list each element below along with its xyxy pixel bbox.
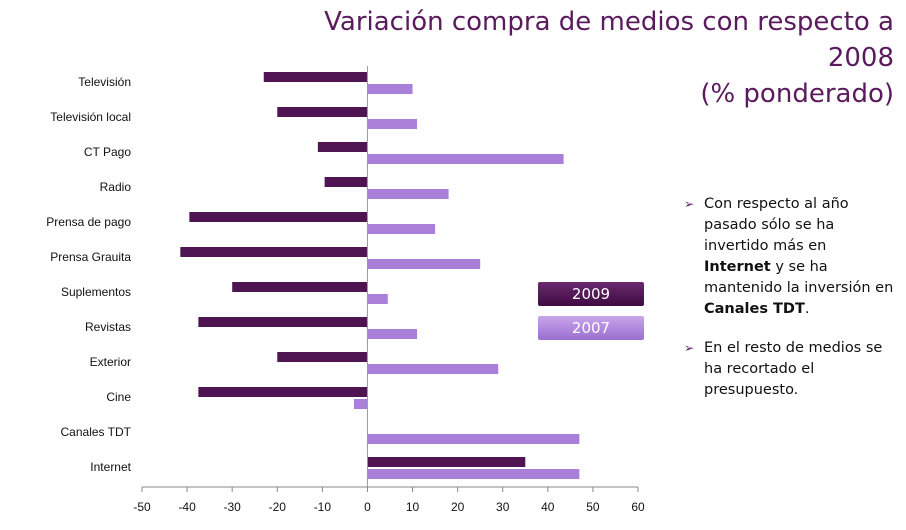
bar-2007-6 <box>367 294 388 304</box>
bar-2007-10 <box>367 434 580 444</box>
x-tick-label: -40 <box>178 500 196 514</box>
category-label: Prensa Grauita <box>50 250 131 264</box>
category-label: Televisión <box>78 75 131 89</box>
x-tick-label: 10 <box>406 500 420 514</box>
bullet-bold-tdt: Canales TDT <box>704 301 805 317</box>
legend-2009: 2009 <box>538 282 644 306</box>
x-tick-label: 20 <box>451 500 465 514</box>
bullet-bold-internet: Internet <box>704 259 771 275</box>
bullet-text: y se ha mantenido la inversión en <box>704 259 894 296</box>
bar-2009-1 <box>277 107 368 117</box>
bar-2009-0 <box>263 72 368 82</box>
bullet-text: . <box>804 301 810 317</box>
slide-title: Variación compra de medios con respecto … <box>254 4 894 112</box>
arrow-bullet-icon: ➢ <box>684 341 695 355</box>
bar-2009-8 <box>277 352 368 362</box>
x-tick-label: 50 <box>586 500 600 514</box>
bullet-text: Con respecto al año pasado sólo se ha in… <box>704 196 849 254</box>
bar-2009-3 <box>324 177 368 187</box>
bar-2009-2 <box>317 142 368 152</box>
category-label: Revistas <box>85 320 131 334</box>
x-tick-label: -30 <box>224 500 242 514</box>
x-tick-label: -10 <box>314 500 332 514</box>
title-line-2: (% ponderado) <box>700 79 894 109</box>
legend-2007: 2007 <box>538 316 644 340</box>
bar-2007-3 <box>367 189 449 199</box>
category-label: Prensa de pago <box>46 215 131 229</box>
x-tick-label: 30 <box>496 500 510 514</box>
category-label: Cine <box>106 390 131 404</box>
bullet-list: ➢ Con respecto al año pasado sólo se ha … <box>684 194 896 419</box>
category-label: Exterior <box>90 355 131 369</box>
bar-2009-5 <box>180 247 368 257</box>
x-tick-label: -50 <box>133 500 151 514</box>
bar-2007-11 <box>367 469 580 479</box>
bar-2007-2 <box>367 154 564 164</box>
bullet-text: En el resto de medios se ha recortado el… <box>704 340 883 398</box>
x-tick-label: -20 <box>269 500 287 514</box>
bar-2009-11 <box>367 457 526 467</box>
bar-2007-0 <box>367 84 413 94</box>
x-tick-label: 40 <box>541 500 555 514</box>
bar-2007-4 <box>367 224 436 234</box>
bar-2007-7 <box>367 329 418 339</box>
x-tick-label: 0 <box>364 500 371 514</box>
category-label: Radio <box>100 180 132 194</box>
arrow-bullet-icon: ➢ <box>684 197 695 211</box>
bar-2007-1 <box>367 119 418 129</box>
category-label: Internet <box>90 460 131 474</box>
category-label: Canales TDT <box>61 425 132 439</box>
bullet-item: ➢ Con respecto al año pasado sólo se ha … <box>684 194 896 320</box>
x-tick-label: 60 <box>631 500 645 514</box>
bar-2007-9 <box>353 399 368 409</box>
category-label: Televisión local <box>50 110 131 124</box>
bar-2009-7 <box>198 317 368 327</box>
bar-2009-4 <box>189 212 368 222</box>
bar-2009-9 <box>198 387 368 397</box>
bar-2009-6 <box>232 282 368 292</box>
title-line-1: Variación compra de medios con respecto … <box>324 7 894 73</box>
bar-2007-8 <box>367 364 499 374</box>
bar-2007-5 <box>367 259 481 269</box>
bullet-item: ➢ En el resto de medios se ha recortado … <box>684 338 896 401</box>
category-label: CT Pago <box>84 145 131 159</box>
category-label: Suplementos <box>61 285 131 299</box>
